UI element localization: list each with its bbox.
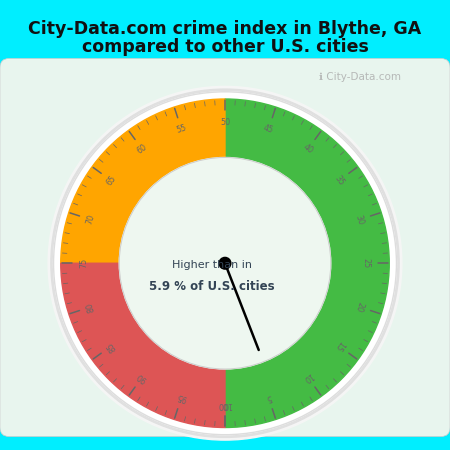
Circle shape xyxy=(51,89,399,437)
Text: 80: 80 xyxy=(85,301,97,313)
Text: 5.9 % of U.S. cities: 5.9 % of U.S. cities xyxy=(148,280,274,293)
Circle shape xyxy=(48,86,402,440)
Text: 35: 35 xyxy=(333,174,346,187)
Wedge shape xyxy=(61,263,225,428)
Text: 45: 45 xyxy=(262,123,275,135)
Text: 5: 5 xyxy=(265,392,272,402)
Text: 40: 40 xyxy=(301,143,315,156)
Circle shape xyxy=(119,158,331,369)
Text: 20: 20 xyxy=(353,301,365,313)
Wedge shape xyxy=(61,99,225,263)
Text: 25: 25 xyxy=(361,258,370,268)
Wedge shape xyxy=(225,99,389,428)
Text: ℹ City-Data.com: ℹ City-Data.com xyxy=(319,72,401,81)
Text: 10: 10 xyxy=(301,371,315,384)
FancyBboxPatch shape xyxy=(0,58,450,436)
Text: City-Data.com crime index in Blythe, GA: City-Data.com crime index in Blythe, GA xyxy=(28,20,422,38)
Text: 75: 75 xyxy=(80,258,89,268)
Text: Higher than in: Higher than in xyxy=(171,261,252,270)
Text: 55: 55 xyxy=(175,123,188,135)
Text: 30: 30 xyxy=(353,214,365,226)
Circle shape xyxy=(54,92,396,435)
Text: 0: 0 xyxy=(222,400,228,409)
Text: compared to other U.S. cities: compared to other U.S. cities xyxy=(81,38,369,56)
Text: 70: 70 xyxy=(85,213,97,226)
Text: 15: 15 xyxy=(333,339,346,353)
Text: 60: 60 xyxy=(135,143,149,156)
Text: 50: 50 xyxy=(220,118,230,127)
Text: 90: 90 xyxy=(135,371,149,384)
Text: 85: 85 xyxy=(104,339,117,353)
Circle shape xyxy=(219,257,231,269)
Text: 100: 100 xyxy=(217,400,233,409)
Text: 95: 95 xyxy=(175,392,188,403)
Text: 65: 65 xyxy=(104,174,117,187)
